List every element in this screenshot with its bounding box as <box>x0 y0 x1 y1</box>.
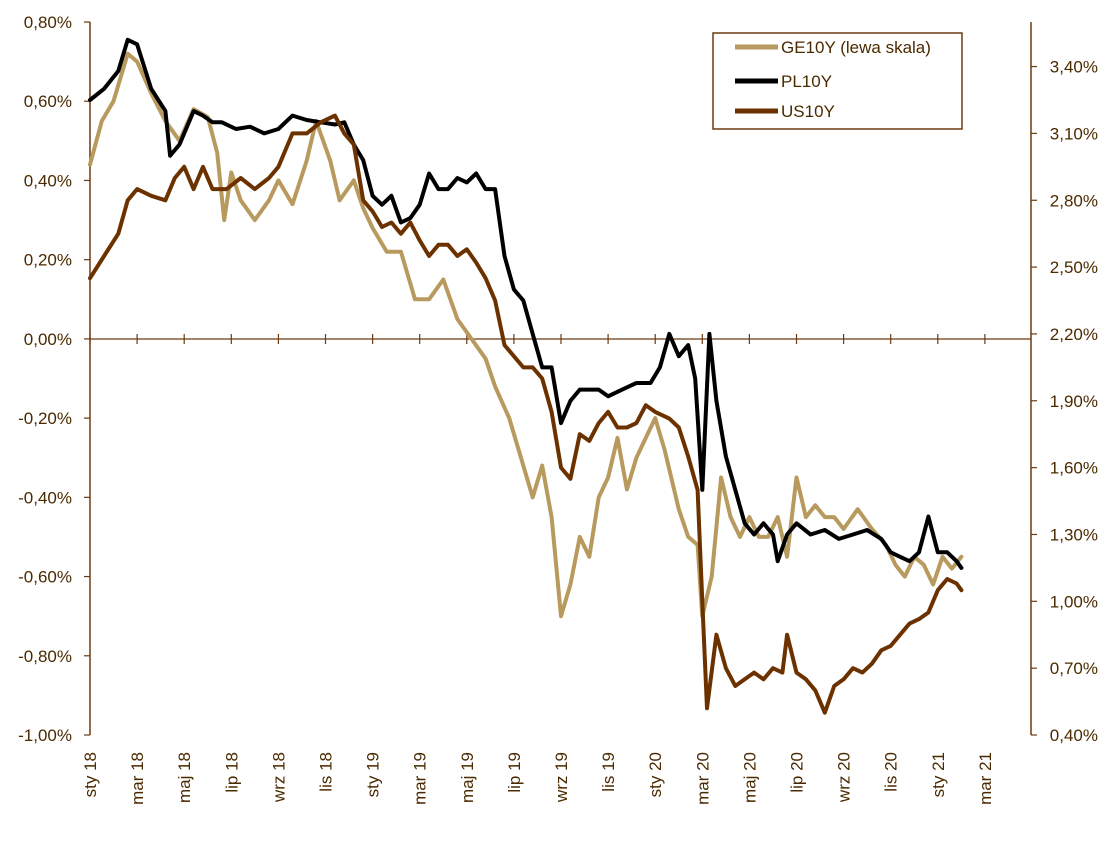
x-tick-label: lip 18 <box>222 752 241 793</box>
x-tick-label: sty 18 <box>81 752 100 797</box>
left-tick-label: -1,00% <box>18 726 72 745</box>
right-tick-label: 2,20% <box>1050 325 1098 344</box>
x-tick-label: mar 21 <box>976 752 995 805</box>
x-tick-label: lip 20 <box>788 752 807 793</box>
legend-label-pl10y: PL10Y <box>781 72 832 91</box>
x-axis-ticks: sty 18 mar 18 maj 18 lip 18 wrz 18 lis 18 sty … <box>81 334 995 805</box>
legend-label-ge10y: GE10Y (lewa skala) <box>781 38 931 57</box>
series-layer <box>88 37 964 715</box>
x-tick-label: mar 19 <box>411 752 430 805</box>
right-tick-label: 2,80% <box>1050 191 1098 210</box>
x-tick-label: lis 19 <box>599 752 618 792</box>
x-tick-label: lis 20 <box>882 752 901 792</box>
left-tick-label: 0,60% <box>24 92 72 111</box>
x-tick-label: sty 20 <box>646 752 665 797</box>
left-tick-label: 0,00% <box>24 330 72 349</box>
x-tick-label: mar 20 <box>693 752 712 805</box>
left-tick-label: -0,60% <box>18 568 72 587</box>
x-tick-label: mar 18 <box>128 752 147 805</box>
right-tick-label: 0,40% <box>1050 726 1098 745</box>
series-line-ge10y <box>88 51 964 619</box>
x-tick-label: wrz 19 <box>552 752 571 803</box>
x-tick-label: sty 21 <box>929 752 948 797</box>
right-tick-label: 3,10% <box>1050 124 1098 143</box>
x-tick-label: sty 19 <box>364 752 383 797</box>
right-tick-label: 0,70% <box>1050 659 1098 678</box>
x-tick-label: maj 19 <box>458 752 477 803</box>
series-line-us10y <box>88 113 964 715</box>
series-line-pl10y <box>88 37 964 570</box>
right-axis-ticks: 3,40% 3,10% 2,80% 2,50% 2,20% 1,90% 1,60% 1,30%… <box>1031 58 1098 745</box>
left-tick-label: 0,80% <box>24 13 72 32</box>
x-tick-label: wrz 18 <box>269 752 288 803</box>
right-tick-label: 1,00% <box>1050 592 1098 611</box>
left-tick-label: 0,40% <box>24 171 72 190</box>
right-tick-label: 3,40% <box>1050 58 1098 77</box>
x-tick-label: wrz 20 <box>835 752 854 803</box>
x-tick-label: lis 18 <box>317 752 336 792</box>
right-tick-label: 1,90% <box>1050 392 1098 411</box>
left-tick-label: -0,20% <box>18 409 72 428</box>
x-tick-label: maj 20 <box>740 752 759 803</box>
left-tick-label: 0,20% <box>24 251 72 270</box>
right-tick-label: 1,60% <box>1050 459 1098 478</box>
legend: GE10Y (lewa skala) PL10Y US10Y <box>712 32 963 130</box>
left-tick-label: -0,40% <box>18 488 72 507</box>
right-tick-label: 2,50% <box>1050 258 1098 277</box>
left-axis-ticks: 0,80% 0,60% 0,40% 0,20% 0,00% -0,20% -0,40% -0,… <box>18 13 90 745</box>
left-tick-label: -0,80% <box>18 647 72 666</box>
legend-label-us10y: US10Y <box>781 102 835 121</box>
right-tick-label: 1,30% <box>1050 525 1098 544</box>
x-tick-label: maj 18 <box>175 752 194 803</box>
x-tick-label: lip 19 <box>505 752 524 793</box>
